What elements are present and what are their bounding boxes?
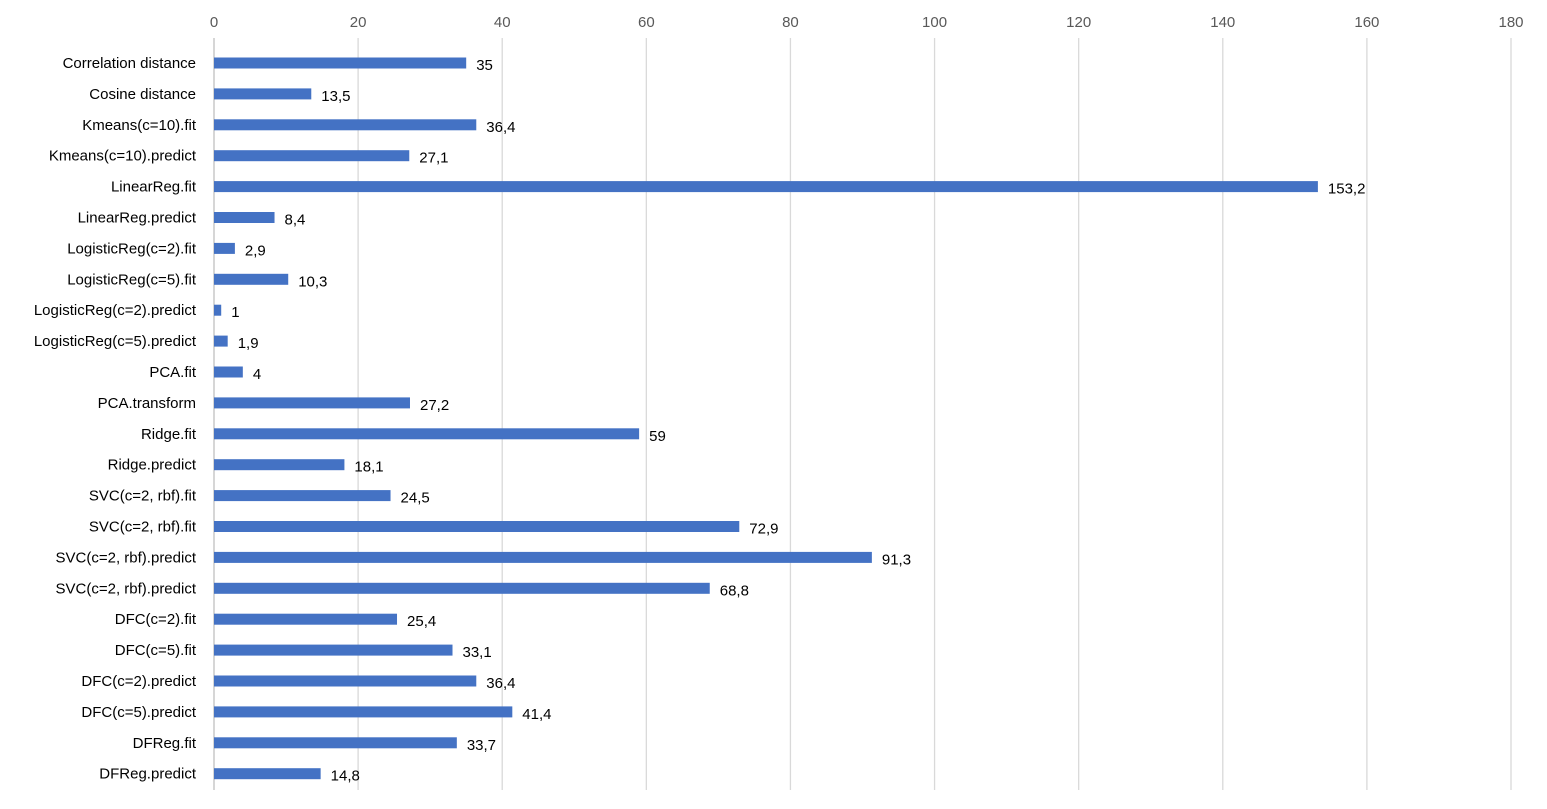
bar	[214, 644, 453, 656]
data-label: 72,9	[749, 521, 778, 538]
x-tick-label: 40	[494, 14, 511, 31]
category-label: Correlation distance	[63, 55, 196, 72]
data-label: 10,3	[298, 273, 327, 290]
bar	[214, 88, 312, 100]
category-label: DFC(c=2).fit	[115, 611, 197, 628]
data-label: 2,9	[245, 242, 266, 259]
data-label: 35	[476, 57, 493, 74]
category-label: Kmeans(c=10).predict	[49, 148, 197, 165]
data-label: 1,9	[238, 335, 259, 352]
data-label: 13,5	[321, 88, 350, 105]
data-label: 91,3	[882, 551, 911, 568]
category-label: SVC(c=2, rbf).predict	[56, 549, 197, 566]
bar	[214, 273, 289, 285]
category-label: DFC(c=5).predict	[81, 704, 196, 721]
category-label: DFC(c=5).fit	[115, 642, 197, 659]
category-label: SVC(c=2, rbf).fit	[89, 488, 197, 505]
x-axis-ticks: 0 20 40 60 80 100 120 140 160 180	[210, 14, 1524, 31]
x-tick-label: 60	[638, 14, 655, 31]
data-label: 14,8	[331, 768, 360, 785]
bar	[214, 521, 740, 532]
category-label: Ridge.predict	[108, 457, 197, 474]
bar	[214, 737, 457, 749]
bar	[214, 212, 275, 223]
data-label: 1	[231, 304, 239, 321]
bar	[214, 490, 391, 502]
bars	[214, 57, 1318, 780]
bar	[214, 57, 467, 69]
category-label: LogisticReg(c=5).predict	[34, 333, 197, 350]
data-labels: 35 13,5 36,4 27,1 153,2 8,4 2,9 10,3 1 1,9 4 27,2 59…	[231, 57, 1365, 785]
category-label: SVC(c=2, rbf).fit	[89, 519, 197, 536]
data-label: 153,2	[1328, 181, 1366, 198]
x-tick-label: 100	[922, 14, 947, 31]
bar	[214, 304, 222, 316]
x-tick-label: 180	[1498, 14, 1523, 31]
data-label: 33,7	[467, 737, 496, 754]
bar	[214, 119, 477, 131]
data-label: 59	[649, 428, 666, 445]
category-label: SVC(c=2, rbf).predict	[56, 580, 197, 597]
category-label: Kmeans(c=10).fit	[82, 117, 197, 134]
x-tick-label: 0	[210, 14, 218, 31]
category-label: DFReg.fit	[133, 735, 197, 752]
category-label: LogisticReg(c=5).fit	[67, 271, 197, 288]
category-label: LogisticReg(c=2).fit	[67, 240, 197, 257]
data-label: 25,4	[407, 613, 436, 630]
bar	[214, 613, 398, 625]
category-label: DFReg.predict	[99, 766, 197, 783]
data-label: 8,4	[285, 212, 306, 229]
category-label: DFC(c=2).predict	[81, 673, 196, 690]
bar	[214, 366, 243, 378]
bar	[214, 675, 477, 687]
data-label: 68,8	[720, 582, 749, 599]
bar	[214, 768, 321, 780]
category-label: LogisticReg(c=2).predict	[34, 302, 197, 319]
x-tick-label: 20	[350, 14, 367, 31]
data-label: 36,4	[486, 119, 515, 136]
category-label: LinearReg.fit	[111, 179, 197, 196]
bar	[214, 428, 640, 440]
category-label: LinearReg.predict	[78, 210, 197, 227]
bar	[214, 181, 1318, 193]
x-tick-label: 120	[1066, 14, 1091, 31]
data-label: 41,4	[522, 706, 551, 723]
data-label: 24,5	[401, 490, 430, 507]
bar	[214, 397, 410, 409]
data-label: 18,1	[354, 459, 383, 476]
bar	[214, 335, 228, 347]
data-label: 36,4	[486, 675, 515, 692]
bar	[214, 242, 235, 254]
bar	[214, 582, 710, 594]
bar	[214, 150, 410, 162]
category-label: PCA.fit	[149, 364, 197, 381]
x-tick-label: 160	[1354, 14, 1379, 31]
data-label: 27,1	[419, 150, 448, 167]
bar	[214, 459, 345, 471]
category-label: Ridge.fit	[141, 426, 197, 443]
data-label: 33,1	[463, 644, 492, 661]
bar	[214, 706, 513, 718]
category-label: PCA.transform	[98, 395, 196, 412]
bar	[214, 551, 872, 563]
gridlines	[213, 38, 1512, 790]
x-tick-label: 140	[1210, 14, 1235, 31]
x-tick-label: 80	[782, 14, 799, 31]
data-label: 27,2	[420, 397, 449, 414]
data-label: 4	[253, 366, 261, 383]
category-label: Cosine distance	[89, 86, 196, 103]
category-labels: Correlation distance Cosine distance Kmean…	[34, 55, 197, 783]
